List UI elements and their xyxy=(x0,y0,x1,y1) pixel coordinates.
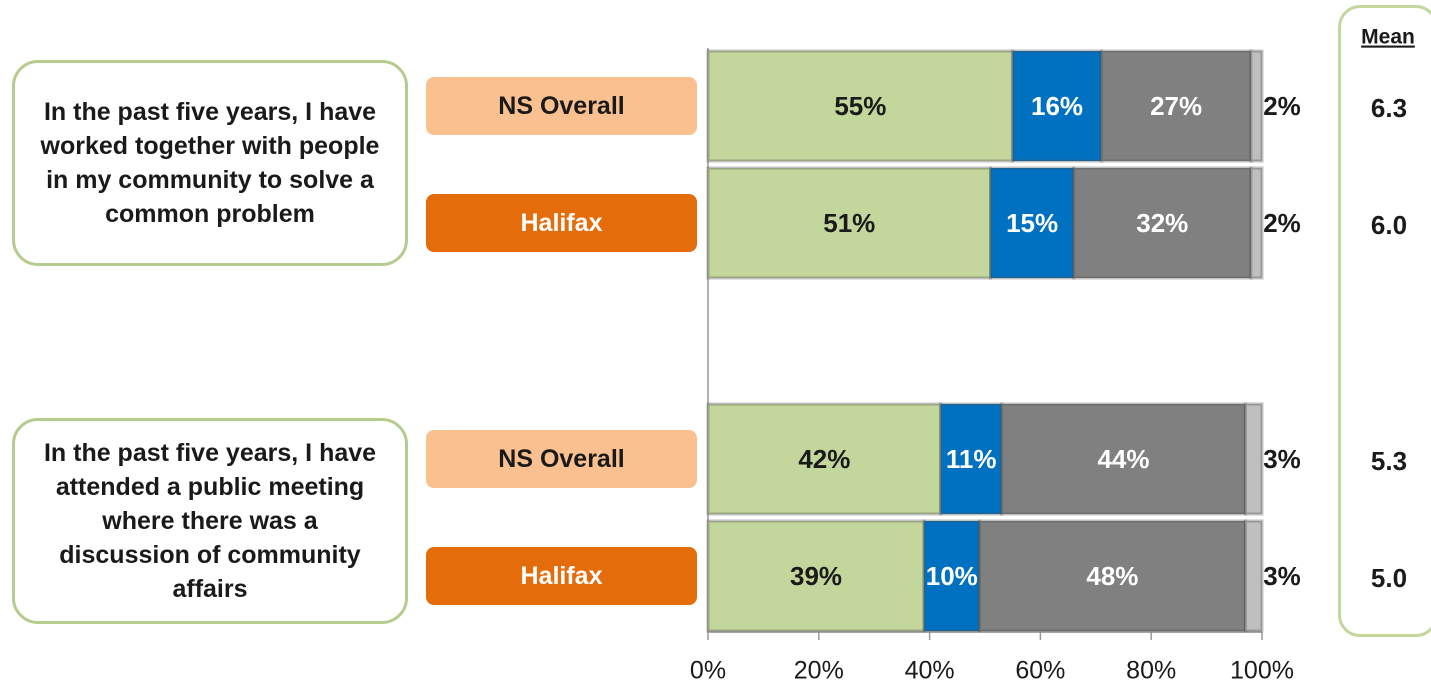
x-tick-label: 60% xyxy=(1015,657,1065,685)
data-label: 2% xyxy=(1263,91,1301,121)
data-label: 44% xyxy=(1097,444,1149,474)
data-label: 15% xyxy=(1006,208,1058,238)
data-label: 51% xyxy=(823,208,875,238)
bar-segment xyxy=(1099,49,1253,163)
x-tick-label: 0% xyxy=(690,657,726,685)
bar-segment xyxy=(989,166,1076,280)
bar-segment xyxy=(922,519,981,633)
x-tick-label: 80% xyxy=(1126,657,1176,685)
mean-value: 6.3 xyxy=(1371,93,1407,123)
mean-title: Mean xyxy=(1361,26,1415,49)
data-label: 32% xyxy=(1136,208,1188,238)
data-label: 55% xyxy=(834,91,886,121)
mean-box xyxy=(1338,5,1431,637)
bar-segment xyxy=(977,519,1247,633)
data-label: 3% xyxy=(1263,444,1301,474)
x-tick-label: 20% xyxy=(794,657,844,685)
bar-segment xyxy=(939,402,1004,516)
mean-value: 5.3 xyxy=(1371,446,1407,476)
data-label: 39% xyxy=(790,561,842,591)
data-label: 42% xyxy=(798,444,850,474)
bar-segment xyxy=(1072,166,1253,280)
data-label: 3% xyxy=(1263,561,1301,591)
x-tick-label: 40% xyxy=(905,657,955,685)
x-tick-label: 100% xyxy=(1230,657,1294,685)
bar-segment xyxy=(706,402,943,516)
bar-segment xyxy=(1243,519,1264,633)
data-label: 27% xyxy=(1150,91,1202,121)
data-label: 16% xyxy=(1031,91,1083,121)
bar-segment xyxy=(1249,166,1264,280)
statement-box: In the past five years, I have worked to… xyxy=(12,60,408,266)
data-label: 10% xyxy=(926,561,978,591)
data-label: 48% xyxy=(1086,561,1138,591)
bar-segment xyxy=(1249,49,1264,163)
data-label: 2% xyxy=(1263,208,1301,238)
category-label: NS Overall xyxy=(426,430,697,488)
category-label: Halifax xyxy=(426,194,697,252)
bar-segment xyxy=(1243,402,1264,516)
category-label: Halifax xyxy=(426,547,697,605)
bar-segment xyxy=(706,519,926,633)
mean-value: 5.0 xyxy=(1371,563,1407,593)
statement-box: In the past five years, I have attended … xyxy=(12,418,408,624)
data-label: 11% xyxy=(946,444,997,474)
mean-value: 6.0 xyxy=(1371,210,1407,240)
category-label: NS Overall xyxy=(426,77,697,135)
